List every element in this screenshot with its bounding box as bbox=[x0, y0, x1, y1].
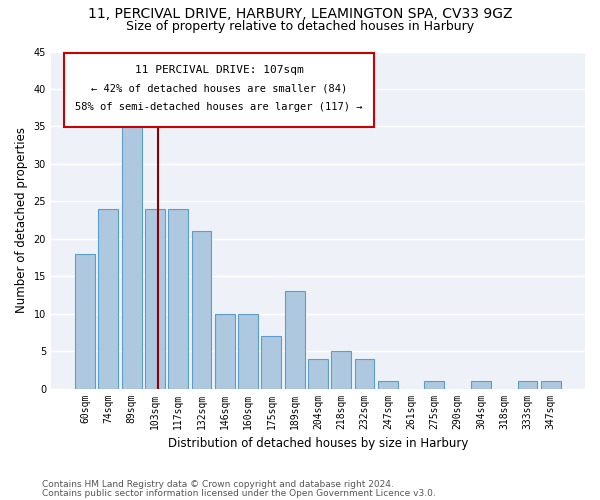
Bar bbox=[122, 126, 142, 388]
FancyBboxPatch shape bbox=[64, 53, 374, 128]
Text: Contains HM Land Registry data © Crown copyright and database right 2024.: Contains HM Land Registry data © Crown c… bbox=[42, 480, 394, 489]
Bar bbox=[471, 381, 491, 388]
Y-axis label: Number of detached properties: Number of detached properties bbox=[15, 127, 28, 313]
Bar bbox=[331, 351, 351, 389]
Text: 11, PERCIVAL DRIVE, HARBURY, LEAMINGTON SPA, CV33 9GZ: 11, PERCIVAL DRIVE, HARBURY, LEAMINGTON … bbox=[88, 8, 512, 22]
Bar bbox=[355, 358, 374, 388]
Bar bbox=[262, 336, 281, 388]
Bar bbox=[75, 254, 95, 388]
Text: ← 42% of detached houses are smaller (84): ← 42% of detached houses are smaller (84… bbox=[91, 84, 347, 94]
Bar bbox=[169, 209, 188, 388]
Bar bbox=[98, 209, 118, 388]
Bar bbox=[145, 209, 165, 388]
Text: Contains public sector information licensed under the Open Government Licence v3: Contains public sector information licen… bbox=[42, 488, 436, 498]
Bar bbox=[285, 291, 305, 388]
Text: Size of property relative to detached houses in Harbury: Size of property relative to detached ho… bbox=[126, 20, 474, 33]
Bar bbox=[541, 381, 561, 388]
Bar bbox=[378, 381, 398, 388]
Bar bbox=[238, 314, 258, 388]
Bar bbox=[308, 358, 328, 388]
Bar bbox=[424, 381, 444, 388]
Text: 11 PERCIVAL DRIVE: 107sqm: 11 PERCIVAL DRIVE: 107sqm bbox=[135, 65, 304, 75]
Bar bbox=[215, 314, 235, 388]
Bar bbox=[191, 232, 211, 388]
Bar bbox=[518, 381, 538, 388]
X-axis label: Distribution of detached houses by size in Harbury: Distribution of detached houses by size … bbox=[168, 437, 468, 450]
Text: 58% of semi-detached houses are larger (117) →: 58% of semi-detached houses are larger (… bbox=[76, 102, 363, 112]
